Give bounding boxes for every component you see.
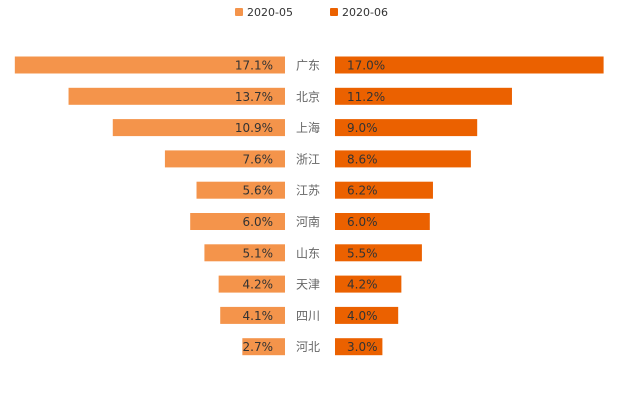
chart-row: 5.1% 山东 5.5%: [204, 244, 422, 262]
bar-2020-06[interactable]: [335, 306, 399, 324]
bar-2020-05[interactable]: [112, 119, 285, 137]
bar-2020-05[interactable]: [68, 87, 285, 105]
legend: 2020-05 2020-06: [235, 6, 388, 19]
category-label: 广东: [296, 59, 320, 73]
data-label-2020-06: 4.2%: [347, 278, 378, 292]
legend-swatch-2020-05: [235, 8, 243, 16]
legend-label-2020-06: 2020-06: [342, 6, 388, 19]
bar-2020-06[interactable]: [335, 56, 604, 74]
data-label-2020-06: 3.0%: [347, 340, 378, 354]
legend-item-2020-05[interactable]: 2020-05: [235, 6, 293, 19]
data-label-2020-06: 4.0%: [347, 309, 378, 323]
bar-2020-06[interactable]: [335, 87, 512, 105]
bar-2020-06[interactable]: [335, 244, 422, 262]
data-label-2020-06: 5.5%: [347, 246, 378, 260]
category-label: 山东: [296, 246, 320, 260]
legend-item-2020-06[interactable]: 2020-06: [330, 6, 388, 19]
bar-2020-06[interactable]: [335, 119, 478, 137]
data-label-2020-05: 10.9%: [235, 121, 273, 135]
chart-row: 10.9% 上海 9.0%: [112, 119, 478, 137]
chart-row: 17.1% 广东 17.0%: [14, 56, 604, 74]
category-label: 浙江: [296, 152, 320, 166]
data-label-2020-06: 9.0%: [347, 121, 378, 135]
legend-label-2020-05: 2020-05: [247, 6, 293, 19]
chart-row: 6.0% 河南 6.0%: [190, 213, 430, 230]
category-label: 江苏: [296, 184, 320, 198]
chart-row: 13.7% 北京 11.2%: [68, 87, 512, 105]
bar-2020-05[interactable]: [14, 56, 285, 74]
data-label-2020-05: 4.2%: [243, 278, 274, 292]
bar-2020-05[interactable]: [204, 244, 285, 262]
legend-swatch-2020-06: [330, 8, 338, 16]
bar-2020-05[interactable]: [190, 213, 285, 230]
data-label-2020-05: 5.1%: [243, 246, 274, 260]
category-label: 北京: [296, 90, 320, 104]
bar-2020-06[interactable]: [335, 275, 402, 293]
data-label-2020-06: 11.2%: [347, 90, 385, 104]
bar-2020-05[interactable]: [218, 275, 285, 293]
data-label-2020-05: 7.6%: [243, 152, 274, 166]
data-label-2020-06: 6.0%: [347, 215, 378, 229]
chart-row: 7.6% 浙江 8.6%: [164, 150, 471, 168]
bar-2020-05[interactable]: [196, 181, 285, 199]
category-label: 上海: [296, 120, 320, 135]
data-label-2020-05: 4.1%: [243, 309, 274, 323]
bar-2020-06[interactable]: [335, 338, 383, 356]
bar-2020-05[interactable]: [164, 150, 285, 168]
data-label-2020-06: 6.2%: [347, 184, 378, 198]
data-label-2020-05: 2.7%: [243, 340, 274, 354]
category-label: 天津: [296, 278, 320, 292]
category-label: 河北: [296, 340, 320, 354]
bar-2020-05[interactable]: [220, 306, 285, 324]
data-label-2020-05: 17.1%: [235, 59, 273, 73]
bar-2020-06[interactable]: [335, 213, 430, 230]
bar-2020-05[interactable]: [242, 338, 285, 356]
data-label-2020-05: 6.0%: [243, 215, 274, 229]
data-label-2020-05: 5.6%: [243, 184, 274, 198]
plot-area: 17.1% 广东 17.0% 13.7% 北京 11.2% 10.9% 上海 9.0% 7.6% 浙…: [14, 56, 604, 356]
chart-row: 5.6% 江苏 6.2%: [196, 181, 433, 199]
bar-2020-06[interactable]: [335, 150, 471, 168]
bar-2020-06[interactable]: [335, 181, 433, 199]
chart-row: 4.2% 天津 4.2%: [218, 275, 402, 293]
category-label: 河南: [296, 214, 320, 229]
data-label-2020-06: 8.6%: [347, 152, 378, 166]
data-label-2020-06: 17.0%: [347, 59, 385, 73]
category-label: 四川: [296, 309, 320, 323]
chart-row: 4.1% 四川 4.0%: [220, 306, 399, 324]
chart-row: 2.7% 河北 3.0%: [242, 338, 383, 356]
data-label-2020-05: 13.7%: [235, 90, 273, 104]
